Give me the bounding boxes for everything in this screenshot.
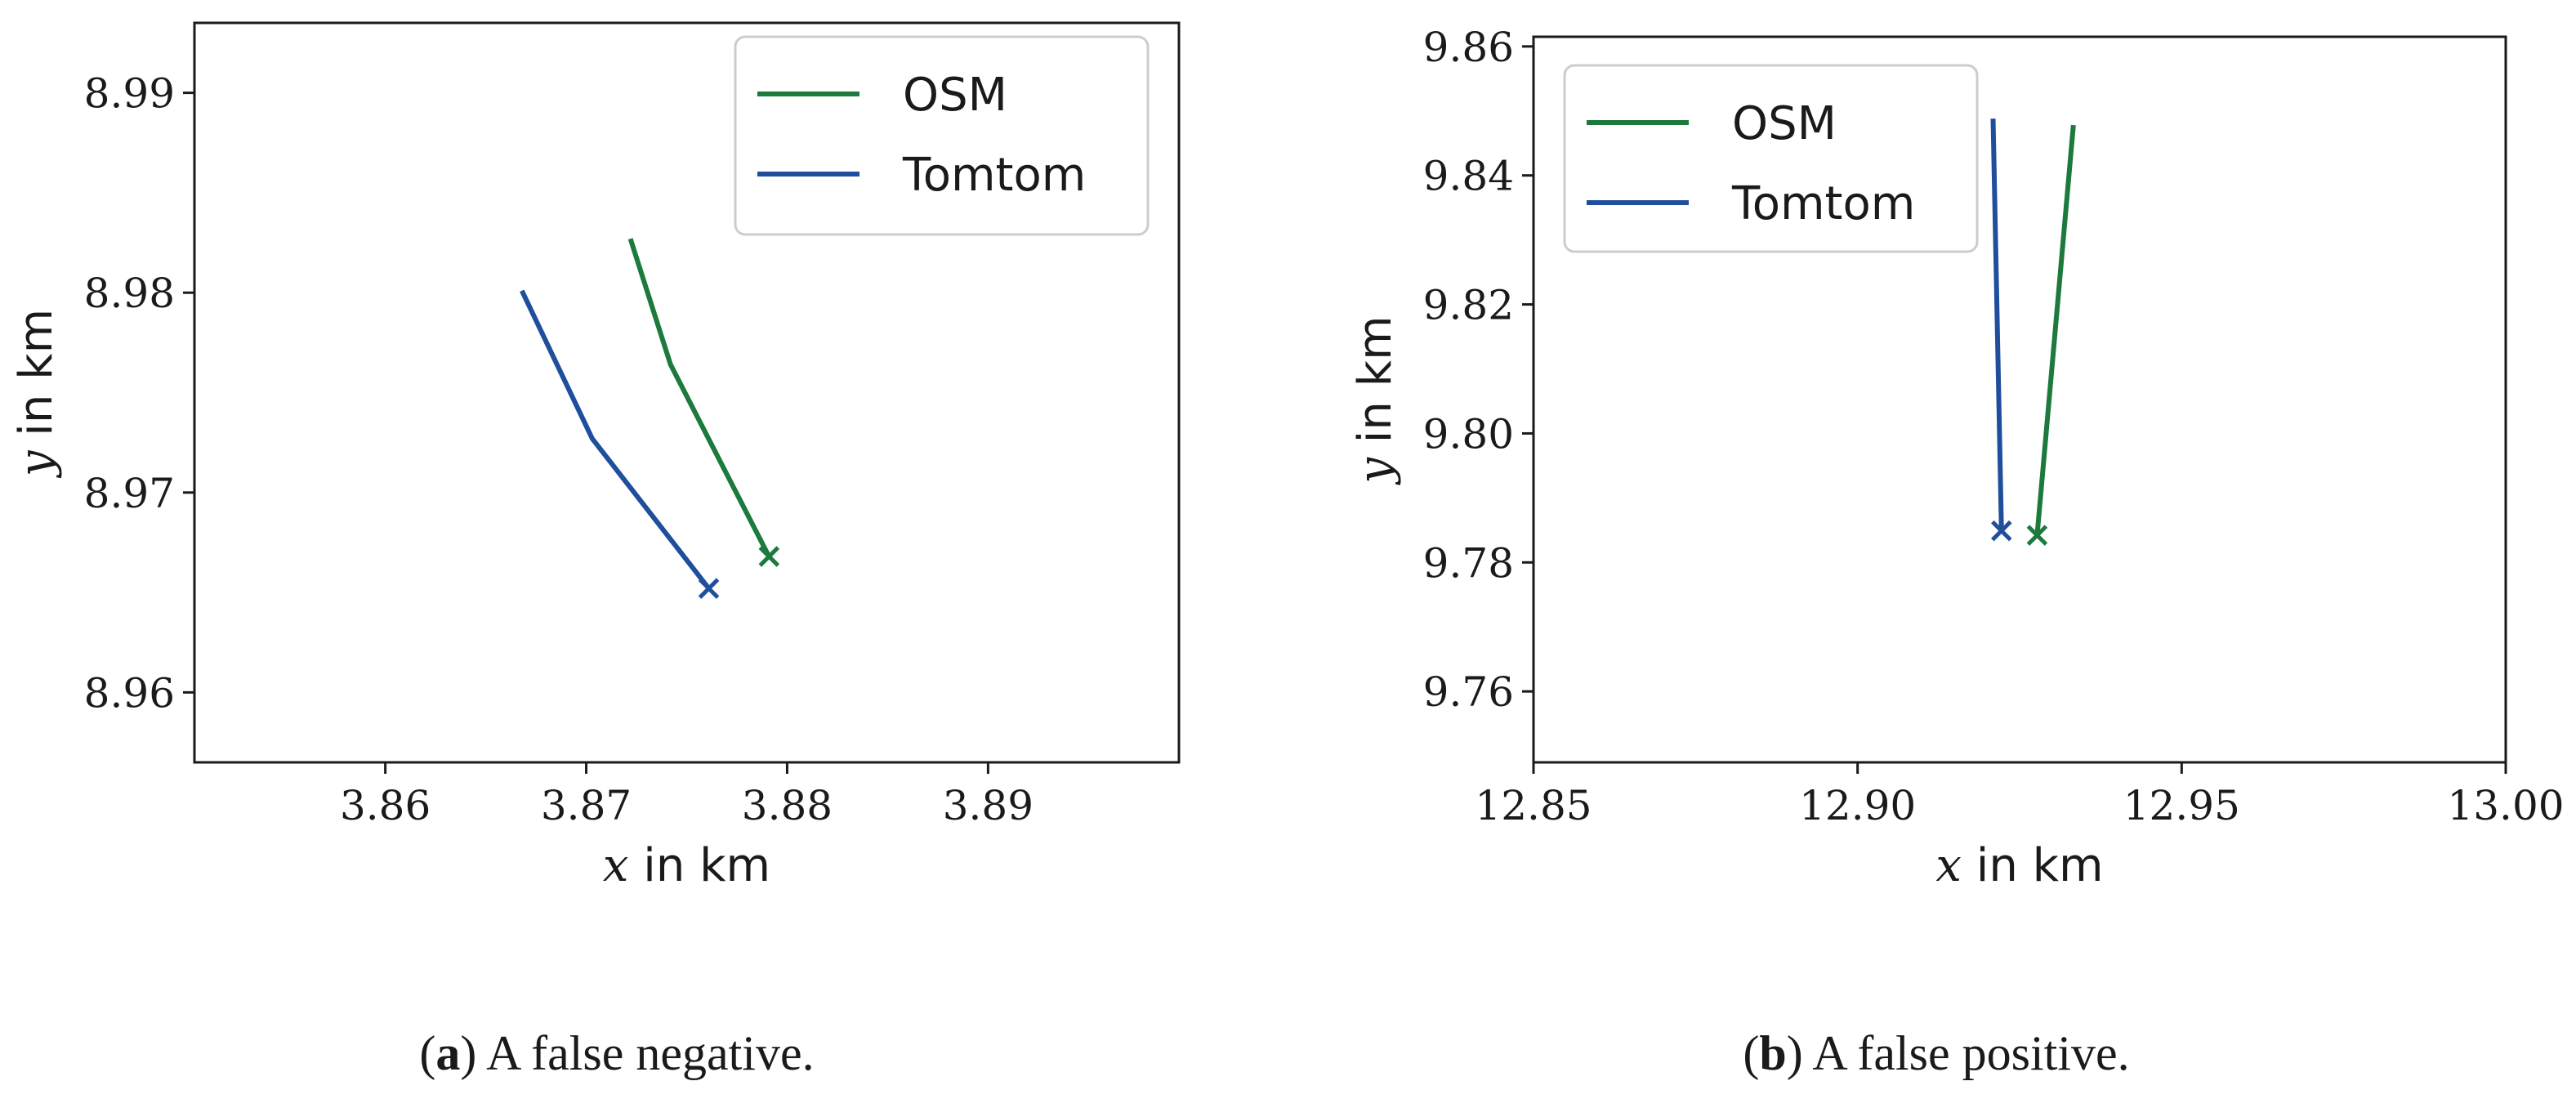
x-tick-label-a: 3.86 (340, 782, 431, 829)
end-marker-osm-b (2026, 525, 2048, 546)
legend-a: OSM Tomtom (734, 35, 1150, 236)
x-tick-label-b: 12.90 (1799, 782, 1916, 829)
series-line-osm-b (2034, 124, 2076, 536)
plot-frame-a (193, 21, 1181, 764)
x-tick-label-b: 12.85 (1475, 782, 1592, 829)
legend-label-osm-a: OSM (903, 69, 1007, 122)
caption-a-text: A false negative. (476, 1026, 815, 1080)
y-tick-label-b: 9.84 (1423, 153, 1514, 200)
x-tick-label-a: 3.89 (943, 782, 1034, 829)
y-tick-label-b: 9.76 (1423, 668, 1514, 716)
y-tick-label-a: 8.96 (84, 669, 175, 717)
series-line-tomtom-b (1990, 118, 2004, 531)
end-marker-tomtom-a (698, 578, 720, 599)
end-marker-tomtom-b (1991, 520, 2012, 542)
y-tick-label-b: 9.80 (1423, 410, 1514, 458)
legend-label-tomtom-b: Tomtom (1731, 177, 1915, 230)
y-tick-label-a: 8.97 (84, 470, 175, 517)
x-tick-label-b: 13.00 (2447, 782, 2564, 829)
legend-box-a (734, 35, 1150, 236)
x-tick-label-b: 12.95 (2123, 782, 2240, 829)
legend-b: OSM Tomtom (1563, 64, 1979, 253)
y-tick-label-b: 9.86 (1423, 24, 1514, 71)
end-marker-osm-a (758, 546, 780, 567)
y-tick-label-a: 8.98 (84, 270, 175, 317)
chart-b: 12.85 12.90 12.95 13.00 9.76 9.78 9.80 9.82 9.84… (1349, 24, 2565, 892)
chart-a: 3.86 3.87 3.88 3.89 8.96 8.97 8.98 8.99 x in km y… (10, 21, 1181, 892)
caption-b-text: A false positive. (1802, 1026, 2130, 1080)
series-line-osm-a (627, 238, 771, 558)
y-axis-label-a: y in km (10, 309, 63, 479)
y-axis-label-b: y in km (1349, 315, 1402, 485)
caption-b: (b) A false positive. (1743, 1026, 2130, 1080)
caption-a-label: a (435, 1026, 461, 1080)
y-tick-label-b: 9.78 (1423, 539, 1514, 587)
y-tick-label-b: 9.82 (1423, 282, 1514, 329)
series-line-tomtom-a (520, 289, 711, 591)
x-tick-label-a: 3.88 (742, 782, 833, 829)
legend-label-tomtom-a: Tomtom (902, 149, 1086, 202)
x-axis-label-b: x in km (1935, 839, 2103, 892)
x-tick-label-a: 3.87 (541, 782, 632, 829)
caption-a: (a) A false negative. (419, 1026, 815, 1080)
x-axis-label-a: x in km (603, 839, 770, 892)
y-tick-label-a: 8.99 (84, 70, 175, 118)
legend-label-osm-b: OSM (1732, 97, 1837, 150)
plot-frame-b (1532, 35, 2507, 764)
caption-b-label: b (1759, 1026, 1787, 1080)
